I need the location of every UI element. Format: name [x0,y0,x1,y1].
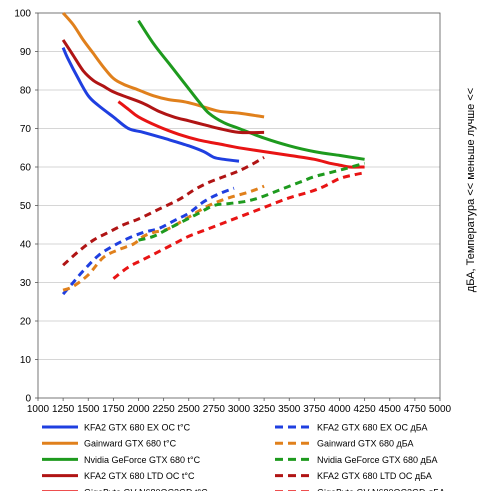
x-tick-label: 4000 [328,404,351,415]
y-tick-label: 80 [20,86,32,97]
series-line-5 [117,100,365,169]
series-line-2 [61,11,265,119]
y-tick-label: 40 [20,240,32,251]
legend-label-4: KFA2 GTX 680 LTD OC t°C [84,471,195,481]
x-tick-label: 4250 [354,404,377,415]
series-line-4 [61,39,265,135]
x-tick-label: 1750 [102,404,125,415]
x-tick-label: 3500 [278,404,301,415]
series-group [61,11,365,296]
x-tick-label: 5000 [429,404,452,415]
series-line-6 [61,186,235,296]
legend-label-3: Nvidia GeForce GTX 680 t°C [84,455,201,465]
series-line-9 [62,156,265,267]
legend-label-2: Gainward GTX 680 t°C [84,439,177,449]
axes: 0 10 20 30 40 50 60 70 80 90 100 1000 1250 1500 1750 20… [14,9,451,416]
legend-label-10: GigaByte GV-N680OC2GD дБА [317,487,445,491]
series-line-7 [62,184,265,292]
legend-label-7: Gainward GTX 680 дБА [317,439,414,449]
legend: KFA2 GTX 680 EX OC t°C Gainward GTX 680 t… [42,423,445,491]
x-tick-label: 3250 [253,404,276,415]
legend-label-5: GigaByte GV-N680OC2GD t°C [84,487,208,491]
x-tick-label: 2000 [127,404,150,415]
x-tick-label: 4750 [404,404,427,415]
y-axis-label: дБА, Температура << меньше лучше << [465,88,477,292]
series-line-1 [61,46,240,163]
y-tick-label: 90 [20,47,32,58]
y-tick-label: 50 [20,201,32,212]
gridlines [38,51,440,360]
x-tick-label: 2250 [153,404,176,415]
x-tick-label: 2500 [178,404,201,415]
y-tick-label: 30 [20,278,32,289]
x-tick-label: 2750 [203,404,226,415]
x-tick-label: 1250 [52,404,75,415]
y-tick-label: 10 [20,355,32,366]
y-tick-label: 100 [14,9,31,20]
legend-label-6: KFA2 GTX 680 EX OC дБА [317,423,428,433]
y-tick-label: 70 [20,124,32,135]
series-line-8 [138,161,365,242]
x-tick-label: 4500 [379,404,402,415]
y-tick-label: 20 [20,317,32,328]
y-tick-label: 60 [20,163,32,174]
y-tick-label: 0 [25,394,31,405]
legend-label-8: Nvidia GeForce GTX 680 дБА [317,455,438,465]
legend-label-9: KFA2 GTX 680 LTD OC дБА [317,471,432,481]
series-line-10 [112,171,365,280]
x-tick-label: 3750 [303,404,326,415]
x-tick-label: 3000 [228,404,251,415]
series-line-3 [137,19,365,161]
legend-label-1: KFA2 GTX 680 EX OC t°C [84,423,191,433]
x-tick-label: 1000 [27,404,50,415]
x-tick-label: 1500 [77,404,100,415]
